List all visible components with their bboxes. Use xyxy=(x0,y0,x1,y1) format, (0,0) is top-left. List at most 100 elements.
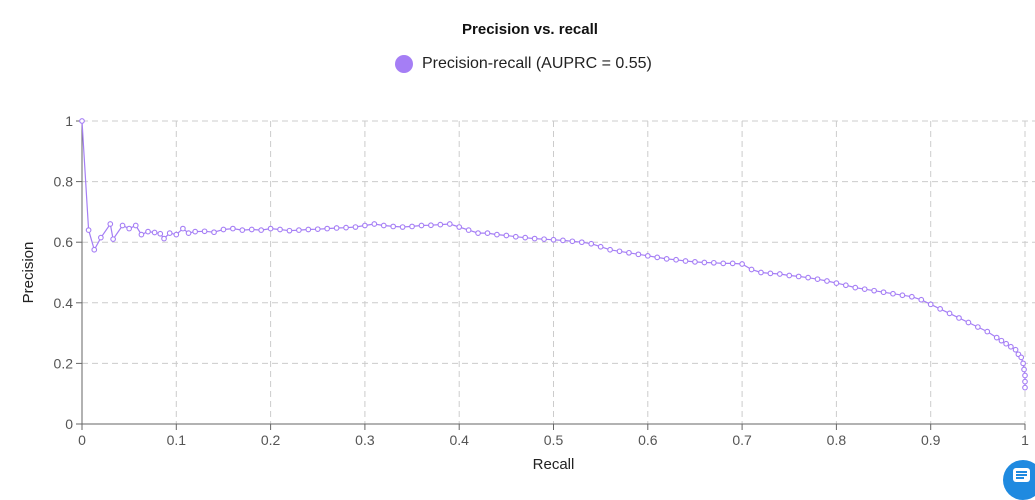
data-point xyxy=(767,270,774,277)
data-point xyxy=(937,306,943,312)
data-point xyxy=(927,301,934,308)
y-tick-label: 0 xyxy=(65,416,73,432)
data-point xyxy=(842,282,849,289)
data-point xyxy=(85,227,92,233)
data-point xyxy=(682,258,689,264)
data-point xyxy=(428,222,434,229)
chart-title: Precision vs. recall xyxy=(462,21,598,38)
data-point xyxy=(729,260,736,267)
data-point xyxy=(748,266,755,273)
data-point xyxy=(230,225,236,232)
data-point xyxy=(776,271,783,277)
data-point xyxy=(541,236,547,243)
data-point xyxy=(324,225,331,232)
x-axis-title: Recall xyxy=(533,456,575,473)
data-point xyxy=(166,230,173,236)
data-point xyxy=(974,324,981,330)
x-tick-label: 0.2 xyxy=(261,432,281,448)
legend-swatch xyxy=(395,55,413,73)
x-tick-label: 0.8 xyxy=(827,432,847,448)
grid xyxy=(82,120,1035,424)
x-tick-label: 0.3 xyxy=(355,432,375,448)
data-point xyxy=(616,248,623,255)
data-point xyxy=(1022,384,1028,391)
axes xyxy=(76,120,1026,430)
data-point xyxy=(1003,340,1009,347)
data-point xyxy=(739,261,745,267)
tick-labels: 0 0.1 0.2 0.3 0.4 0.5 0.6 0.7 0.8 0.9 1 0 0.2 0.4 0.6 0… xyxy=(54,113,1030,448)
x-tick-label: 0.4 xyxy=(449,432,469,448)
data-point xyxy=(852,284,859,291)
data-point xyxy=(673,256,679,263)
data-point xyxy=(578,239,585,246)
data-point xyxy=(173,231,180,238)
y-tick-label: 1 xyxy=(65,113,73,129)
data-point xyxy=(239,227,246,233)
x-tick-label: 0.1 xyxy=(167,432,187,448)
chat-button[interactable] xyxy=(1003,460,1035,500)
series-precision-recall xyxy=(79,118,1028,391)
x-tick-label: 0.7 xyxy=(732,432,752,448)
data-point xyxy=(161,235,167,242)
data-point xyxy=(484,230,491,236)
data-point xyxy=(145,228,151,235)
data-point xyxy=(635,251,642,258)
legend[interactable]: Precision-recall (AUPRC = 0.55) xyxy=(395,53,652,75)
data-point xyxy=(399,224,406,230)
data-point xyxy=(465,227,472,233)
data-point xyxy=(494,231,500,238)
data-point xyxy=(814,276,821,283)
data-point xyxy=(98,234,104,241)
data-point xyxy=(890,290,896,297)
data-point xyxy=(956,315,962,321)
data-point xyxy=(758,269,764,276)
y-axis-title: Precision xyxy=(20,242,37,304)
data-point xyxy=(380,222,387,229)
data-point xyxy=(107,221,114,227)
chart-canvas: 0 0.1 0.2 0.3 0.4 0.5 0.6 0.7 0.8 0.9 1 0 0.2 0.4 0.6 0… xyxy=(20,113,1035,473)
data-point xyxy=(277,226,283,233)
data-point xyxy=(908,293,915,300)
data-point xyxy=(352,224,359,230)
data-point xyxy=(201,228,208,235)
data-point xyxy=(296,227,302,233)
data-point xyxy=(993,334,1000,341)
data-point xyxy=(446,221,453,227)
x-tick-label: 0.9 xyxy=(921,432,941,448)
data-point xyxy=(286,227,293,234)
chat-icon xyxy=(1013,468,1030,482)
data-point xyxy=(138,231,145,238)
data-point xyxy=(824,278,830,284)
data-point xyxy=(644,252,651,259)
data-point xyxy=(918,296,925,303)
data-point xyxy=(720,260,727,267)
data-point xyxy=(343,224,349,231)
data-point xyxy=(185,230,192,236)
data-point xyxy=(588,240,595,247)
data-point xyxy=(192,228,199,235)
data-point xyxy=(305,226,312,233)
data-point xyxy=(220,226,227,233)
x-tick-label: 0.5 xyxy=(544,432,564,448)
data-point xyxy=(475,230,481,236)
data-point xyxy=(267,225,274,232)
x-tick-label: 0.6 xyxy=(638,432,658,448)
data-point xyxy=(786,272,793,279)
data-point xyxy=(409,223,415,230)
data-point xyxy=(91,246,98,253)
data-point xyxy=(560,237,566,244)
data-point xyxy=(1022,378,1028,385)
data-point xyxy=(126,225,132,232)
data-point xyxy=(522,234,529,241)
data-point xyxy=(157,230,164,237)
x-tick-label: 1 xyxy=(1021,432,1029,448)
data-point xyxy=(654,254,661,261)
data-point xyxy=(512,233,519,240)
data-point xyxy=(110,236,116,243)
y-tick-label: 0.8 xyxy=(54,174,74,190)
data-point xyxy=(1021,366,1027,373)
data-point xyxy=(946,310,953,317)
data-point xyxy=(805,274,811,281)
data-point xyxy=(211,229,217,236)
data-point xyxy=(418,222,425,229)
